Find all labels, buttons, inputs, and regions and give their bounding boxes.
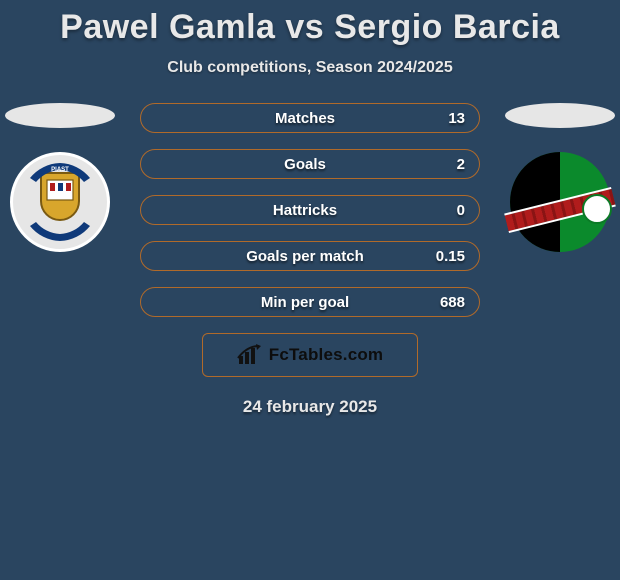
stat-row-goals-per-match: Goals per match 0.15 [140,241,480,271]
stat-row-goals: Goals 2 [140,149,480,179]
stat-label: Min per goal [141,294,429,311]
stat-value: 2 [429,156,479,173]
comparison-content: PIAST Matches 13 Goals 2 Hattricks 0 Goa… [0,103,620,417]
stat-row-matches: Matches 13 [140,103,480,133]
stat-label: Goals per match [141,248,429,265]
piast-crest-icon: PIAST [13,155,107,249]
stat-label: Hattricks [141,202,429,219]
left-player-column: PIAST [0,103,120,252]
left-ellipse [5,103,115,128]
stat-row-min-per-goal: Min per goal 688 [140,287,480,317]
left-team-crest: PIAST [10,152,110,252]
right-ellipse [505,103,615,128]
legia-band-icon [504,187,616,233]
bar-chart-icon [237,344,263,366]
subtitle: Club competitions, Season 2024/2025 [0,59,620,77]
stat-row-hattricks: Hattricks 0 [140,195,480,225]
stat-label: Matches [141,110,429,127]
right-team-crest [510,152,610,252]
stat-value: 13 [429,110,479,127]
right-player-column [500,103,620,252]
brand-box: FcTables.com [202,333,418,377]
stat-value: 688 [429,294,479,311]
stat-value: 0.15 [429,248,479,265]
date-text: 24 february 2025 [0,397,620,417]
brand-text: FcTables.com [269,345,384,365]
page-title: Pawel Gamla vs Sergio Barcia [0,0,620,47]
stat-label: Goals [141,156,429,173]
svg-text:PIAST: PIAST [51,167,69,173]
stat-value: 0 [429,202,479,219]
stats-list: Matches 13 Goals 2 Hattricks 0 Goals per… [140,103,480,317]
